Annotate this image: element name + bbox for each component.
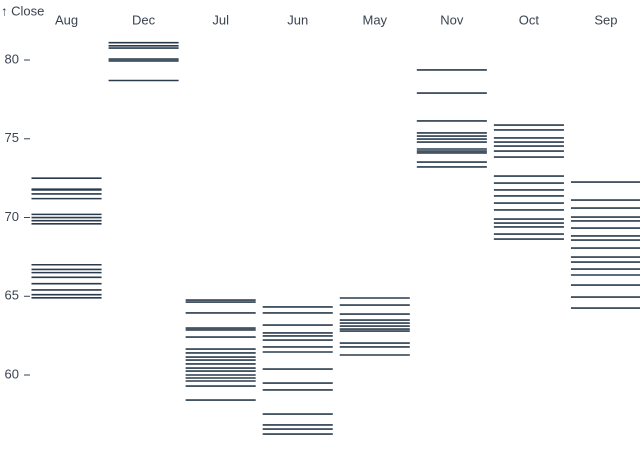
y-tick-label: 60 [5, 366, 19, 381]
x-tick-label: Aug [55, 12, 78, 27]
y-tick-label: 65 [5, 288, 19, 303]
y-tick-label: 80 [5, 51, 19, 66]
x-tick-label: Dec [132, 12, 156, 27]
x-tick-label: Jul [212, 12, 229, 27]
x-tick-label: Nov [440, 12, 464, 27]
x-tick-label: Oct [519, 12, 540, 27]
x-tick-label: May [363, 12, 388, 27]
x-tick-label: Sep [594, 12, 617, 27]
x-tick-label: Jun [287, 12, 308, 27]
y-tick-label: 75 [5, 130, 19, 145]
y-axis-label: ↑ Close [1, 3, 44, 18]
y-tick-label: 70 [5, 209, 19, 224]
